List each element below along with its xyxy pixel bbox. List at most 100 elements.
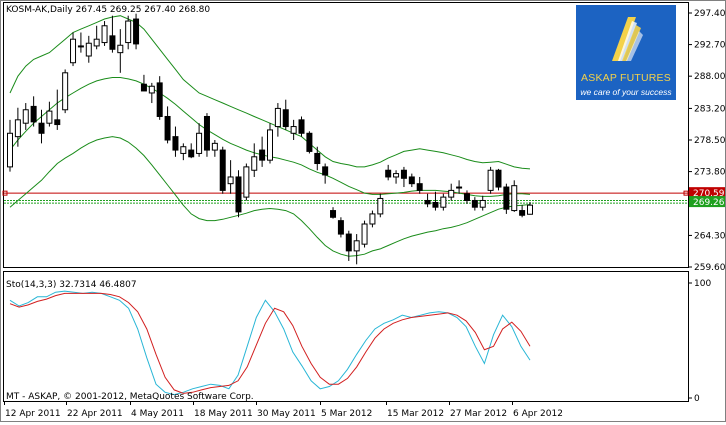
bear-candle: [519, 210, 526, 216]
price-tick-label: 259.60: [694, 263, 726, 273]
bull-candle: [511, 185, 518, 212]
askap-logo: ASKAP FUTURES we care of your success: [576, 5, 676, 100]
bull-candle: [180, 146, 187, 154]
time-tick-label: 6 Apr 2012: [513, 409, 563, 419]
time-tick-label: 18 May 2011: [194, 409, 253, 419]
bear-candle: [314, 152, 321, 165]
bull-candle: [456, 186, 463, 189]
bull-candle: [14, 119, 21, 138]
bull-candle: [93, 38, 100, 47]
bear-candle: [188, 149, 195, 158]
bear-candle: [298, 119, 305, 134]
time-tick-label: 22 Apr 2011: [67, 409, 123, 419]
band-upper-line: [9, 15, 531, 170]
stochastic-tick-label: 100: [694, 279, 711, 289]
bull-candle: [479, 199, 486, 208]
bear-candle: [463, 193, 470, 201]
price-tick-label: 297.40: [694, 9, 726, 19]
price-tick-label: 292.70: [694, 41, 726, 51]
bear-candle: [282, 109, 289, 128]
bear-candle: [503, 186, 510, 210]
bear-candle: [164, 115, 171, 141]
bull-candle: [440, 196, 447, 208]
bear-candle: [156, 82, 163, 117]
bull-candle: [487, 169, 494, 191]
bear-candle: [140, 83, 147, 92]
price-marker-label: 269.26: [693, 198, 725, 208]
bull-candle: [7, 132, 13, 168]
bear-candle: [259, 149, 266, 161]
time-tick-label: 30 May 2011: [257, 409, 316, 419]
price-tick-label: 288.00: [694, 72, 726, 82]
price-marker: [689, 187, 725, 199]
bull-candle: [377, 197, 384, 215]
bull-candle: [125, 20, 132, 44]
band-lower-line: [9, 136, 531, 257]
bear-candle: [416, 183, 423, 191]
bear-candle: [385, 169, 392, 178]
price-marker: [689, 196, 725, 208]
bear-candle: [109, 35, 116, 50]
bear-candle: [337, 220, 344, 235]
stochastic-header: Sto(14,3,3) 32.7314 46.4807: [6, 280, 137, 290]
bull-candle: [211, 142, 218, 151]
bull-candle: [85, 42, 92, 57]
bear-candle: [172, 136, 179, 151]
bear-candle: [133, 18, 140, 45]
bull-candle: [369, 213, 376, 225]
price-tick-label: 264.30: [694, 231, 726, 241]
stochastic-axis: 100 0: [688, 279, 711, 404]
level-handle: [2, 190, 8, 196]
bull-candle: [117, 44, 124, 54]
bear-candle: [203, 115, 210, 151]
bear-candle: [30, 105, 37, 123]
bear-candle: [306, 132, 313, 152]
logo-mark-icon: [612, 17, 643, 61]
time-tick-label: 4 May 2011: [131, 409, 184, 419]
price-level-lines: [2, 190, 689, 204]
bear-candle: [38, 122, 45, 134]
stochastic-signal-line: [9, 292, 531, 394]
bear-candle: [400, 169, 407, 179]
price-tick-label: 283.20: [694, 104, 726, 114]
bull-candle: [267, 129, 273, 161]
bear-candle: [54, 119, 61, 126]
bull-candle: [22, 109, 29, 124]
bear-candle: [330, 210, 337, 218]
stochastic-main-line: [9, 290, 531, 396]
stochastic-tick-label: 0: [694, 394, 700, 404]
price-axis: 297.40 292.70 288.00 283.20 278.50 273.80 269.…: [688, 9, 726, 273]
price-tick-label: 273.80: [694, 168, 726, 178]
price-panel-border: [3, 2, 689, 268]
candlestick-series: [7, 13, 533, 265]
bull-candle: [393, 173, 400, 178]
bull-candle: [70, 38, 77, 64]
bull-candle: [227, 176, 234, 185]
price-tick-label: 278.50: [694, 136, 726, 146]
bull-candle: [77, 45, 84, 48]
bull-candle: [243, 166, 250, 198]
bear-candle: [235, 176, 242, 213]
time-tick-label: 12 Apr 2011: [5, 409, 61, 419]
bear-candle: [471, 199, 478, 208]
indicator-panel-border: [3, 271, 689, 402]
bull-candle: [196, 132, 203, 154]
bull-candle: [46, 110, 53, 124]
bull-candle: [274, 107, 281, 128]
bear-candle: [495, 169, 502, 188]
time-axis: 12 Apr 2011 22 Apr 2011 4 May 2011 18 May 2…: [4, 401, 563, 419]
logo-company-name: ASKAP FUTURES: [581, 72, 671, 84]
bear-candle: [322, 166, 329, 176]
time-tick-label: 27 Mar 2012: [450, 409, 507, 419]
copyright-text: MT - ASKAP, © 2001-2012, MetaQuotes Soft…: [6, 392, 254, 402]
bull-candle: [361, 223, 368, 245]
bull-candle: [290, 126, 297, 134]
bull-candle: [251, 156, 258, 171]
bear-candle: [219, 149, 226, 191]
bull-candle: [62, 72, 69, 111]
bear-candle: [432, 201, 439, 208]
time-tick-label: 5 Mar 2012: [321, 409, 372, 419]
time-tick-label: 15 Mar 2012: [387, 409, 444, 419]
bull-candle: [148, 85, 155, 94]
